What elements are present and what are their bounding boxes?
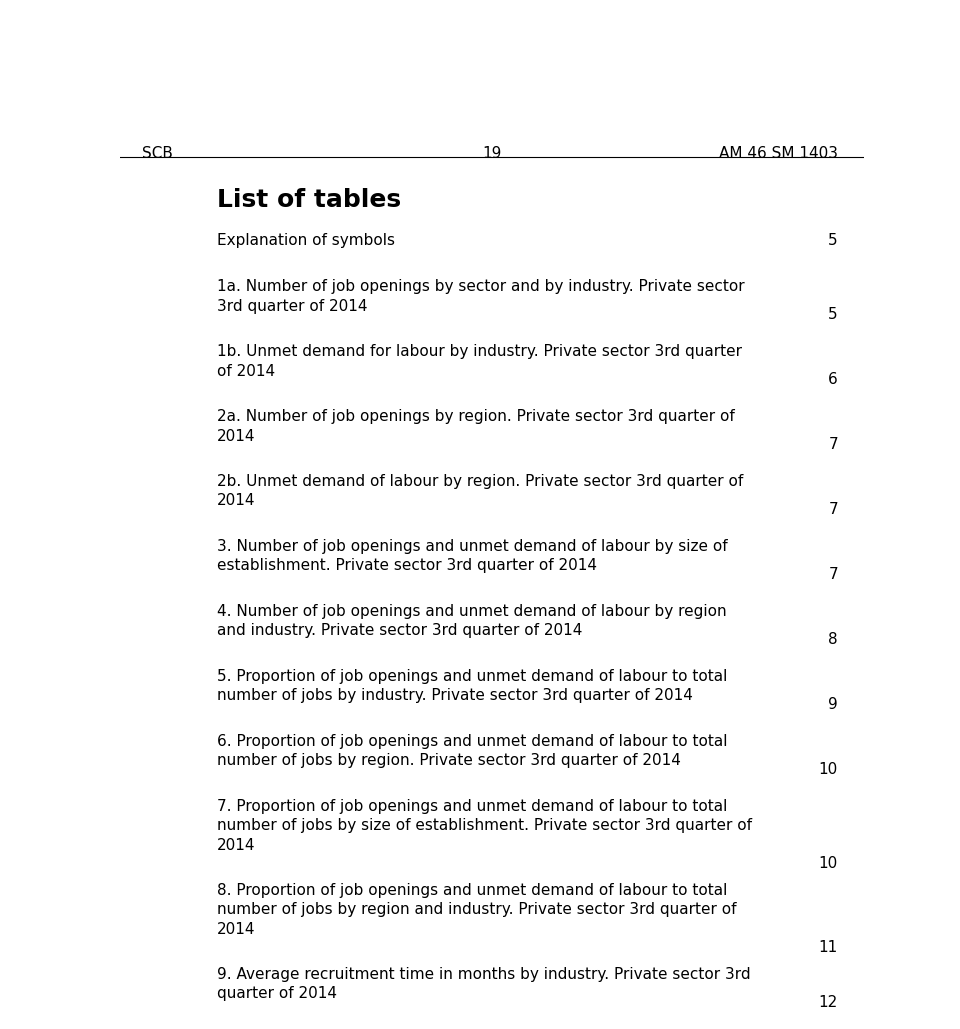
Text: 6. Proportion of job openings and unmet demand of labour to total
number of jobs: 6. Proportion of job openings and unmet …	[217, 734, 728, 769]
Text: 10: 10	[819, 855, 838, 871]
Text: 7: 7	[828, 502, 838, 518]
Text: SCB: SCB	[142, 146, 173, 161]
Text: 9. Average recruitment time in months by industry. Private sector 3rd
quarter of: 9. Average recruitment time in months by…	[217, 966, 751, 1001]
Text: 7: 7	[828, 437, 838, 452]
Text: 19: 19	[482, 146, 502, 161]
Text: 4. Number of job openings and unmet demand of labour by region
and industry. Pri: 4. Number of job openings and unmet dema…	[217, 604, 727, 638]
Text: 6: 6	[828, 372, 838, 387]
Text: 2b. Unmet demand of labour by region. Private sector 3rd quarter of
2014: 2b. Unmet demand of labour by region. Pr…	[217, 473, 743, 508]
Text: 5: 5	[828, 233, 838, 248]
Text: 1a. Number of job openings by sector and by industry. Private sector
3rd quarter: 1a. Number of job openings by sector and…	[217, 279, 744, 314]
Text: 10: 10	[819, 762, 838, 777]
Text: 1b. Unmet demand for labour by industry. Private sector 3rd quarter
of 2014: 1b. Unmet demand for labour by industry.…	[217, 344, 742, 379]
Text: Explanation of symbols: Explanation of symbols	[217, 233, 395, 248]
Text: 7: 7	[828, 567, 838, 582]
Text: List of tables: List of tables	[217, 188, 401, 212]
Text: 2a. Number of job openings by region. Private sector 3rd quarter of
2014: 2a. Number of job openings by region. Pr…	[217, 409, 734, 443]
Text: 9: 9	[828, 697, 838, 712]
Text: 8: 8	[828, 632, 838, 647]
Text: 8. Proportion of job openings and unmet demand of labour to total
number of jobs: 8. Proportion of job openings and unmet …	[217, 883, 736, 937]
Text: AM 46 SM 1403: AM 46 SM 1403	[719, 146, 838, 161]
Text: 11: 11	[819, 939, 838, 955]
Text: 5. Proportion of job openings and unmet demand of labour to total
number of jobs: 5. Proportion of job openings and unmet …	[217, 669, 727, 704]
Text: 7. Proportion of job openings and unmet demand of labour to total
number of jobs: 7. Proportion of job openings and unmet …	[217, 799, 752, 853]
Text: 5: 5	[828, 308, 838, 322]
Text: 3. Number of job openings and unmet demand of labour by size of
establishment. P: 3. Number of job openings and unmet dema…	[217, 538, 728, 573]
Text: 12: 12	[819, 995, 838, 1010]
